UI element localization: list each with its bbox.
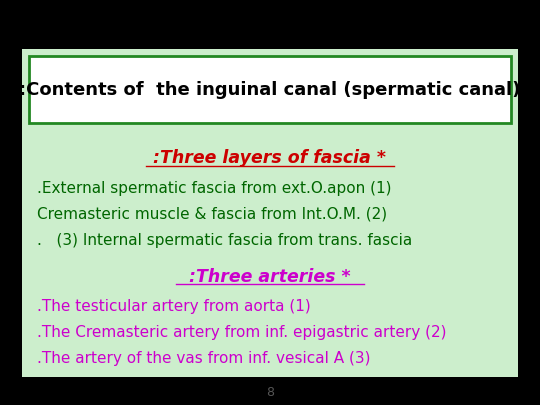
Text: .The testicular artery from aorta (1): .The testicular artery from aorta (1) bbox=[37, 298, 310, 313]
Text: 8: 8 bbox=[266, 386, 274, 399]
Text: :Three arteries *: :Three arteries * bbox=[189, 268, 351, 286]
Text: :Three layers of fascia *: :Three layers of fascia * bbox=[153, 149, 387, 168]
Text: Cremasteric muscle & fascia from Int.O.M. (2): Cremasteric muscle & fascia from Int.O.M… bbox=[37, 207, 387, 222]
Text: .The artery of the vas from inf. vesical A (3): .The artery of the vas from inf. vesical… bbox=[37, 351, 370, 366]
FancyBboxPatch shape bbox=[22, 49, 518, 377]
Text: .   (3) Internal spermatic fascia from trans. fascia: . (3) Internal spermatic fascia from tra… bbox=[37, 233, 412, 248]
Text: :Contents of  the inguinal canal (spermatic canal): :Contents of the inguinal canal (spermat… bbox=[19, 81, 521, 98]
Text: .External spermatic fascia from ext.O.apon (1): .External spermatic fascia from ext.O.ap… bbox=[37, 181, 391, 196]
Text: .The Cremasteric artery from inf. epigastric artery (2): .The Cremasteric artery from inf. epigas… bbox=[37, 325, 446, 340]
FancyBboxPatch shape bbox=[29, 56, 511, 123]
